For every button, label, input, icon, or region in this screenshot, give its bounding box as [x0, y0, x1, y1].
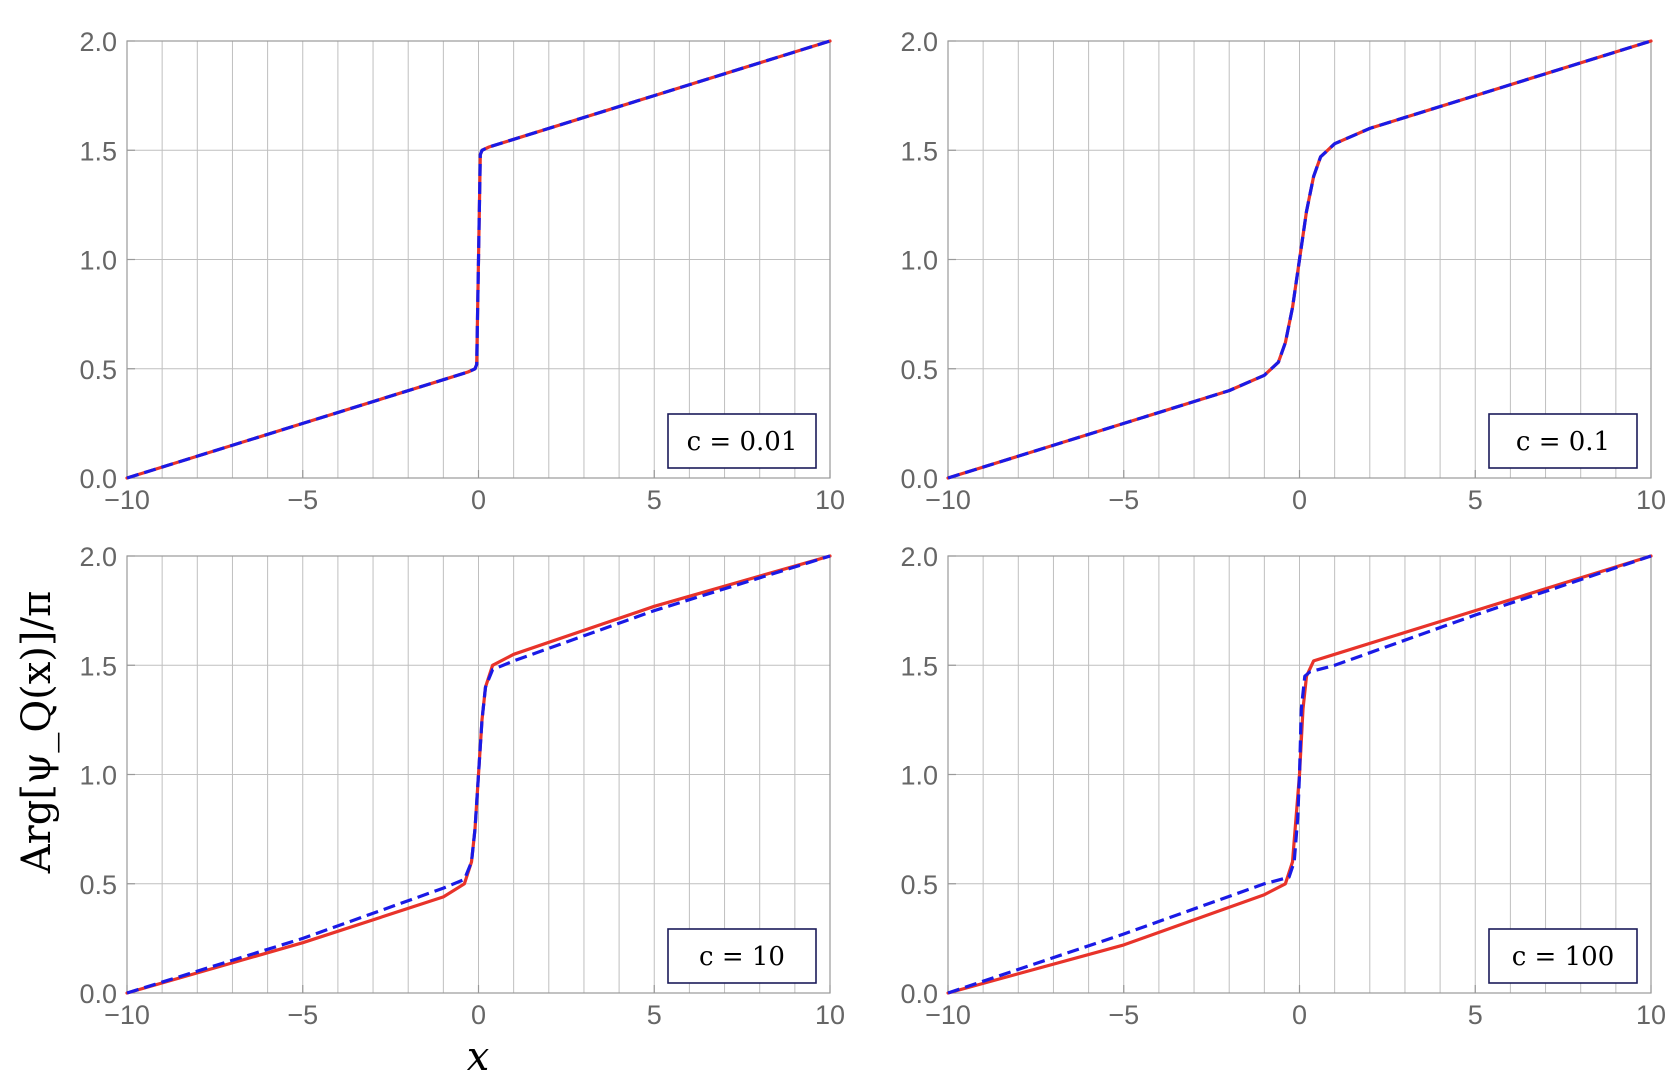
chart-panel-2: −10 −5 0 5 10 0.0 0.5 1.0 1.5 2.0 c = 0.1 — [900, 27, 1666, 515]
grid — [948, 556, 1651, 993]
legend-box — [1488, 413, 1638, 469]
x-tick-label: −5 — [1108, 485, 1139, 515]
y-tick-label: 0.0 — [900, 464, 938, 494]
panels-group: −10 −5 0 5 10 0.0 0.5 1.0 1.5 2.0 c = 0.01 −10 −5 0 5 1… — [79, 27, 1666, 1030]
x-tick-label: −10 — [925, 1000, 971, 1030]
y-tick-label: 1.0 — [79, 246, 117, 276]
x-tick-label: 10 — [815, 1000, 845, 1030]
series-line-blue-dashed — [947, 554, 1652, 995]
series-line-blue-dashed — [947, 39, 1652, 480]
x-tick-label: 5 — [1468, 485, 1483, 515]
x-tick-label: −5 — [287, 485, 318, 515]
series-line-red-solid — [946, 554, 1653, 995]
series-line-red-solid — [125, 554, 832, 995]
y-tick-label: 1.0 — [79, 761, 117, 791]
x-tick-label: 10 — [1636, 1000, 1666, 1030]
x-tick-label: 0 — [1292, 485, 1307, 515]
x-tick-label: 10 — [815, 485, 845, 515]
y-tick-label: 1.5 — [79, 136, 117, 166]
y-tick-label: 0.5 — [900, 870, 938, 900]
x-tick-label: −10 — [104, 1000, 150, 1030]
grid — [127, 41, 830, 478]
x-tick-label: 5 — [647, 485, 662, 515]
x-tick-label: 0 — [471, 485, 486, 515]
y-tick-label: 0.5 — [79, 355, 117, 385]
legend-label: c = 10 — [699, 942, 785, 972]
series-line-blue-dashed — [126, 554, 831, 995]
x-tick-label: −10 — [925, 485, 971, 515]
legend-label: c = 0.01 — [687, 427, 798, 457]
legend-box — [667, 928, 817, 984]
y-tick-label: 0.0 — [79, 979, 117, 1009]
y-axis-title: Arg[ψ_Q(x)]/π — [14, 591, 60, 875]
y-tick-label: 2.0 — [900, 542, 938, 572]
y-tick-label: 1.0 — [900, 761, 938, 791]
legend-label: c = 0.1 — [1516, 427, 1610, 457]
legend-box — [1488, 928, 1638, 984]
x-tick-label: −5 — [1108, 1000, 1139, 1030]
y-tick-label: 1.5 — [79, 651, 117, 681]
y-tick-label: 1.0 — [900, 246, 938, 276]
y-tick-label: 1.5 — [900, 651, 938, 681]
series-line-blue-dashed — [126, 39, 831, 480]
y-tick-label: 1.5 — [900, 136, 938, 166]
y-tick-label: 0.5 — [79, 870, 117, 900]
y-tick-label: 0.0 — [79, 464, 117, 494]
x-tick-label: −5 — [287, 1000, 318, 1030]
legend-box — [667, 413, 817, 469]
y-tick-label: 2.0 — [79, 27, 117, 57]
chart-panel-1: −10 −5 0 5 10 0.0 0.5 1.0 1.5 2.0 c = 0.01 — [79, 27, 845, 515]
legend-label: c = 100 — [1512, 942, 1615, 972]
x-tick-label: −10 — [104, 485, 150, 515]
x-axis-title: x — [467, 1034, 490, 1080]
x-tick-label: 10 — [1636, 485, 1666, 515]
x-tick-label: 5 — [1468, 1000, 1483, 1030]
chart-panel-4: −10 −5 0 5 10 0.0 0.5 1.0 1.5 2.0 c = 100 — [900, 542, 1666, 1030]
x-tick-label: 5 — [647, 1000, 662, 1030]
y-tick-label: 2.0 — [900, 27, 938, 57]
y-tick-label: 0.0 — [900, 979, 938, 1009]
x-tick-label: 0 — [471, 1000, 486, 1030]
x-tick-label: 0 — [1292, 1000, 1307, 1030]
chart-panel-3: −10 −5 0 5 10 0.0 0.5 1.0 1.5 2.0 c = 10 — [79, 542, 845, 1030]
y-tick-label: 0.5 — [900, 355, 938, 385]
y-tick-label: 2.0 — [79, 542, 117, 572]
